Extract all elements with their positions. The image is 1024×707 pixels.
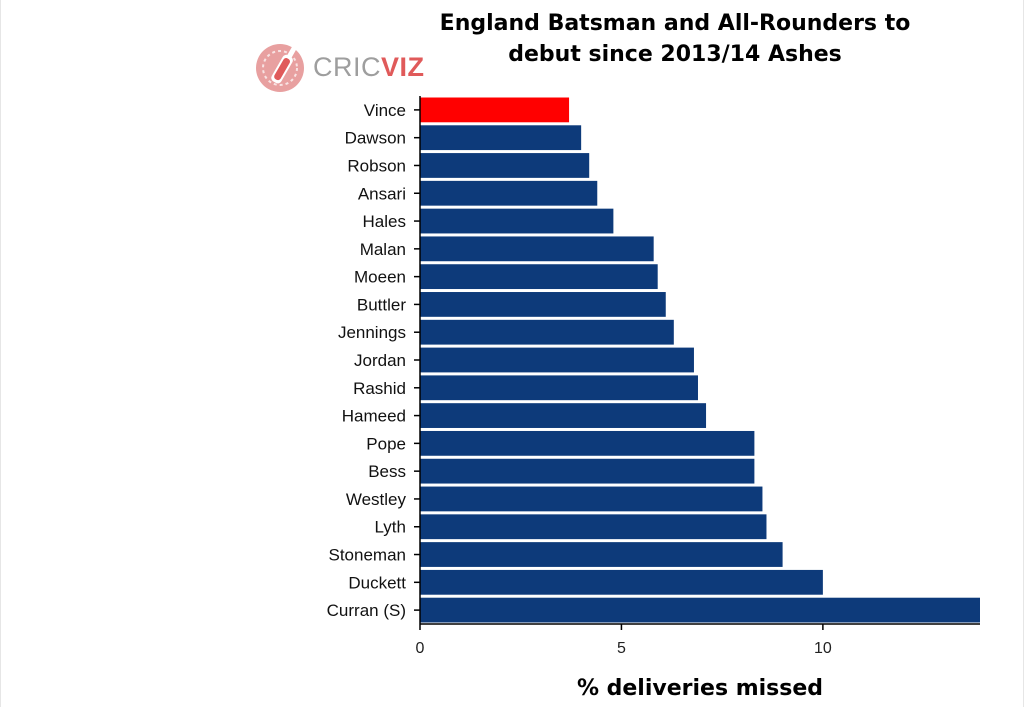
y-tick-label: Buttler	[357, 295, 406, 314]
logo-text-cric: CRIC	[313, 51, 381, 82]
bar-hameed	[420, 403, 707, 428]
x-tick-label: 10	[814, 640, 832, 657]
x-tick-label: 0	[416, 640, 425, 657]
y-tick-label: Bess	[368, 462, 406, 481]
y-tick-label: Lyth	[374, 518, 406, 537]
y-tick-label: Ansari	[358, 184, 406, 203]
chart-title-line-1: England Batsman and All-Rounders to	[439, 11, 911, 36]
bar-westley	[420, 486, 763, 512]
bar-dawson	[420, 125, 582, 151]
bar-buttler	[420, 292, 666, 317]
x-tick-label: 5	[617, 640, 626, 657]
bar-moeen	[420, 264, 658, 290]
bar-bess	[420, 458, 755, 484]
bar-jordan	[420, 347, 694, 373]
bar-malan	[420, 236, 654, 262]
bar-hales	[420, 208, 614, 234]
bar-curran-s	[420, 597, 980, 623]
bar-lyth	[420, 514, 767, 540]
bar-robson	[420, 153, 590, 178]
y-tick-label: Stoneman	[329, 546, 407, 565]
logo-wordmark: CRICVIZ	[313, 52, 425, 83]
y-tick-label: Rashid	[353, 379, 406, 398]
bar-stoneman	[420, 542, 783, 567]
bar-duckett	[420, 569, 823, 595]
y-tick-label: Robson	[347, 156, 406, 175]
chart-title: England Batsman and All-Rounders to debu…	[380, 8, 970, 70]
logo-text-viz: VIZ	[381, 51, 425, 82]
y-tick-label: Malan	[360, 240, 406, 259]
y-tick-label: Vince	[364, 101, 406, 120]
y-tick-label: Hameed	[342, 407, 406, 426]
bar-pope	[420, 430, 755, 456]
y-tick-label: Moeen	[354, 268, 406, 287]
cricviz-logo: CRICVIZ	[255, 40, 425, 94]
y-tick-label: Duckett	[348, 573, 406, 592]
y-tick-label: Curran (S)	[327, 601, 406, 620]
y-tick-label: Jordan	[354, 351, 406, 370]
x-axis-title: % deliveries missed	[576, 676, 824, 701]
bar-rashid	[420, 375, 698, 401]
chart-title-line-2: debut since 2013/14 Ashes	[508, 42, 842, 67]
bar-ansari	[420, 180, 598, 206]
bar-vince	[420, 97, 570, 123]
y-tick-label: Dawson	[345, 129, 406, 148]
y-tick-label: Jennings	[338, 323, 406, 342]
bar-jennings	[420, 319, 674, 345]
y-tick-label: Hales	[363, 212, 406, 231]
y-tick-label: Pope	[366, 434, 406, 453]
y-tick-label: Westley	[346, 490, 407, 509]
cricket-bat-ball-logo-icon	[256, 44, 304, 92]
